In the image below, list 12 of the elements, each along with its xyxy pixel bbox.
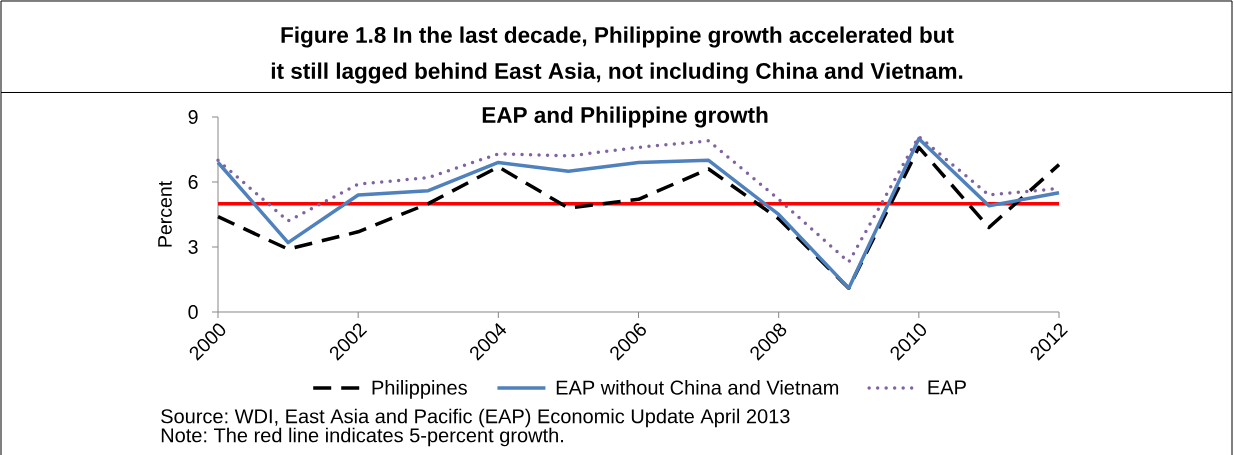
y-tick-label: 3	[188, 240, 198, 254]
source-note: Source: WDI, East Asia and Pacific (EAP) Economic Update April 2013	[161, 408, 790, 428]
chart-subtitle: EAP and Philippine growth	[482, 106, 768, 128]
y-tick-label: 0	[188, 305, 198, 319]
y-tick-label: 6	[188, 175, 198, 189]
y-tick-label: 9	[188, 110, 198, 124]
legend-label: EAP	[928, 380, 966, 395]
chart-title: Figure 1.8 In the last decade, Philippine growth accelerated but it still lagged behind East Asia, not including China and Vietnam.	[271, 26, 963, 84]
legend-label: Philippines	[372, 380, 467, 399]
text: Note: The red line indicates 5-percent growth.	[161, 427, 563, 447]
legend-label: EAP without China and Vietnam	[556, 380, 839, 395]
y-axis-title: Percent	[158, 181, 172, 247]
